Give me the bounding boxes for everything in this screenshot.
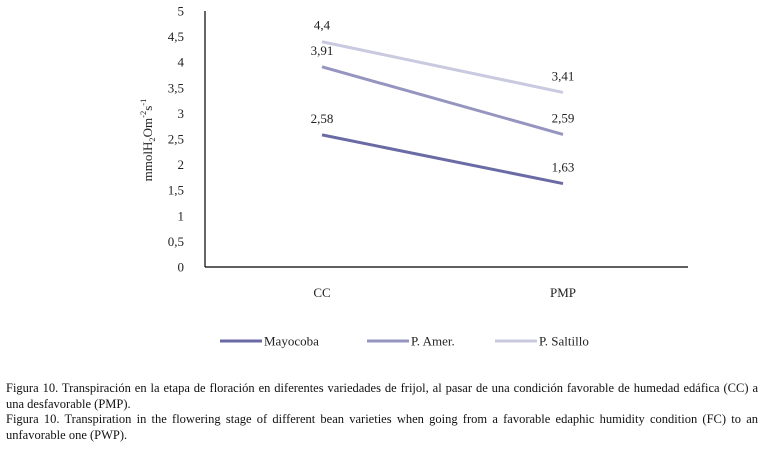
y-tick-label: 2,5: [168, 132, 184, 147]
caption-spanish: Figura 10. Transpiración en la etapa de …: [6, 381, 758, 411]
y-tick-label: 3: [178, 106, 185, 121]
series-line: [321, 133, 564, 186]
data-label: 3,41: [552, 68, 575, 83]
x-tick-label: PMP: [550, 285, 576, 300]
legend-label: Mayocoba: [264, 334, 319, 349]
data-label: 1,63: [552, 160, 575, 175]
legend: Mayocoba P. Amer. P. Saltillo: [220, 334, 589, 349]
legend-label: P. Saltillo: [539, 334, 589, 349]
data-label: 4,4: [314, 18, 331, 33]
y-tick-label: 2: [178, 157, 185, 172]
y-tick-label: 5: [178, 4, 185, 19]
data-label: 2,58: [311, 111, 334, 126]
legend-label: P. Amer.: [411, 334, 455, 349]
caption-english: Figura 10. Transpiration in the flowerin…: [6, 412, 758, 442]
y-tick-label: 0: [178, 260, 185, 275]
y-tick-label: 3,5: [168, 80, 184, 95]
axes: [204, 11, 688, 268]
y-tick-label: 4: [178, 55, 185, 70]
series-line: [321, 65, 564, 136]
figure-caption: Figura 10. Transpiración en la etapa de …: [6, 381, 758, 443]
y-tick-label: 4,5: [168, 29, 184, 44]
transpiration-line-chart: 0 0,5 1 1,5 2 2,5 3 3,5 4 4,5 5 mmolH2Om-2s-1 CC PM…: [138, 4, 688, 349]
x-tick-label: CC: [313, 285, 330, 300]
x-axis-tick-labels: CC PMP: [313, 285, 576, 300]
data-label: 3,91: [311, 43, 334, 58]
series-lines: [321, 40, 564, 186]
y-tick-label: 0,5: [168, 234, 184, 249]
y-tick-label: 1: [178, 208, 185, 223]
y-tick-label: 1,5: [168, 183, 184, 198]
data-label: 2,59: [552, 110, 575, 125]
data-labels: 2,58 1,63 3,91 2,59 4,4 3,41: [311, 18, 575, 175]
y-axis-label: mmolH2Om-2s-1: [138, 99, 157, 182]
series-line: [321, 40, 564, 94]
y-axis: 0 0,5 1 1,5 2 2,5 3 3,5 4 4,5 5: [168, 4, 185, 275]
